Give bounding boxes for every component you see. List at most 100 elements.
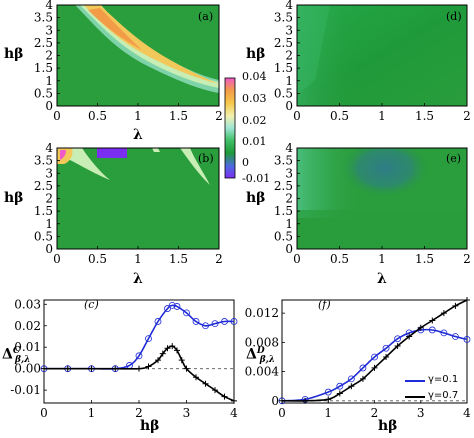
- y-tick-label: -0.01: [10, 383, 41, 397]
- heatmap-d: [297, 5, 467, 106]
- data-point: [463, 336, 471, 343]
- y-tick-label: 0: [45, 99, 53, 113]
- colorbar-tick: 0.01: [242, 135, 267, 148]
- x-tick-label: 1: [134, 109, 142, 123]
- y-tick-label: 1.5: [34, 61, 53, 75]
- data-point: [359, 364, 367, 372]
- panel-label-f: (f): [318, 298, 331, 311]
- data-point: [135, 352, 143, 360]
- legend-entry-0: γ=0.1: [405, 374, 465, 388]
- data-point: [173, 303, 181, 310]
- legend-swatch-blue: [405, 380, 425, 382]
- y-tick-label: 1: [285, 74, 293, 88]
- data-point: [41, 365, 47, 372]
- colorbar-tick: 0.04: [242, 70, 267, 83]
- axis-ticks-(a): 0 0.5 1 1.5 200.511.522.533.54: [34, 0, 223, 123]
- series-0: [278, 326, 471, 405]
- line-panel-(c): 0 1 2 3 4 0.03 0.02 0.01 0.00 -0.01: [10, 297, 238, 420]
- data-point: [464, 297, 470, 303]
- data-point: [183, 309, 190, 317]
- data-point: [64, 365, 71, 372]
- legend-label: γ=0.1: [428, 374, 459, 385]
- xlabel-f: hβ: [378, 418, 398, 434]
- y-tick-label: 3.5: [34, 11, 53, 25]
- y-tick-label: 0: [45, 242, 53, 256]
- data-point: [164, 345, 171, 352]
- data-point: [440, 329, 448, 337]
- panel-label-b: (b): [198, 152, 214, 165]
- ylabel-a: hβ: [4, 46, 24, 62]
- y-tick-label: 4: [45, 0, 53, 12]
- y-tick-label: 0.00: [14, 362, 41, 376]
- y-tick-label: 2: [45, 49, 53, 63]
- axis-ticks-(d): 0 0.5 1 1.5 200.511.522.533.54: [274, 0, 471, 123]
- heatmap-a: [57, 5, 219, 106]
- y-tick-label: 3: [285, 23, 293, 37]
- legend-swatch-black: [405, 396, 425, 398]
- data-point: [347, 375, 355, 383]
- x-tick-label: 1: [378, 252, 386, 266]
- data-point: [221, 318, 228, 325]
- data-point: [371, 353, 378, 361]
- ylabel-f: ΔDβ,λ: [246, 346, 276, 366]
- y-tick-label: 4: [45, 141, 53, 155]
- x-tick-label: 0: [53, 109, 61, 123]
- data-point: [394, 343, 401, 350]
- x-tick-label: 2: [371, 406, 379, 420]
- panel-label-e: (e): [446, 152, 462, 165]
- data-point: [417, 324, 424, 331]
- legend-entry-1: γ=0.7: [405, 390, 465, 404]
- data-point: [178, 357, 185, 364]
- data-point: [136, 365, 142, 372]
- data-point: [155, 357, 161, 364]
- y-tick-label: 1: [45, 217, 53, 231]
- colorbar-tick: -0.01: [242, 172, 271, 185]
- y-tick-label: 0.5: [34, 86, 53, 100]
- xlabel-a: λ: [133, 127, 143, 143]
- y-tick-label: 1: [45, 74, 53, 88]
- xlabel-c: hβ: [140, 418, 160, 434]
- y-tick-label: 2: [45, 192, 53, 206]
- data-point: [192, 318, 200, 325]
- y-tick-label: 4: [285, 0, 293, 12]
- data-point: [429, 317, 436, 324]
- data-point: [440, 310, 447, 317]
- ylabel-e: hβ: [246, 190, 266, 206]
- panel-label-d: (d): [446, 10, 462, 23]
- data-point: [336, 382, 344, 390]
- y-tick-label: 3: [285, 166, 293, 180]
- data-point: [231, 397, 237, 404]
- series-1: [279, 297, 470, 404]
- data-point: [359, 375, 366, 382]
- data-point: [348, 383, 355, 390]
- colorbar-tick: 0.03: [242, 92, 267, 105]
- axis-ticks-(e): 0 0.5 1 1.5 200.511.522.533.54: [274, 141, 471, 266]
- heatmap-b: [57, 148, 219, 249]
- data-point: [183, 365, 190, 372]
- y-tick-label: 0.5: [274, 229, 293, 243]
- colorbar-tick: 0.02: [242, 114, 267, 127]
- y-tick-label: 2.5: [34, 36, 53, 50]
- axis-ticks-(b): 0 0.5 1 1.5 200.511.522.533.54: [34, 141, 223, 266]
- data-point: [88, 365, 95, 372]
- y-tick-label: 0.004: [245, 365, 280, 379]
- y-tick-label: 2.5: [274, 36, 293, 50]
- x-tick-label: 4: [463, 406, 471, 420]
- x-tick-label: 0.5: [330, 109, 349, 123]
- data-point: [202, 322, 209, 330]
- data-point: [452, 302, 459, 309]
- data-point: [112, 365, 119, 372]
- data-point: [211, 320, 219, 328]
- series-line: [44, 345, 235, 402]
- colorbar: [224, 77, 236, 179]
- data-point: [382, 344, 390, 352]
- x-tick-label: 2: [215, 109, 223, 123]
- data-point: [145, 363, 152, 370]
- ylabel-d: hβ: [246, 46, 266, 62]
- data-point: [324, 388, 332, 396]
- data-point: [168, 301, 176, 309]
- data-point: [159, 350, 166, 357]
- data-point: [154, 318, 162, 325]
